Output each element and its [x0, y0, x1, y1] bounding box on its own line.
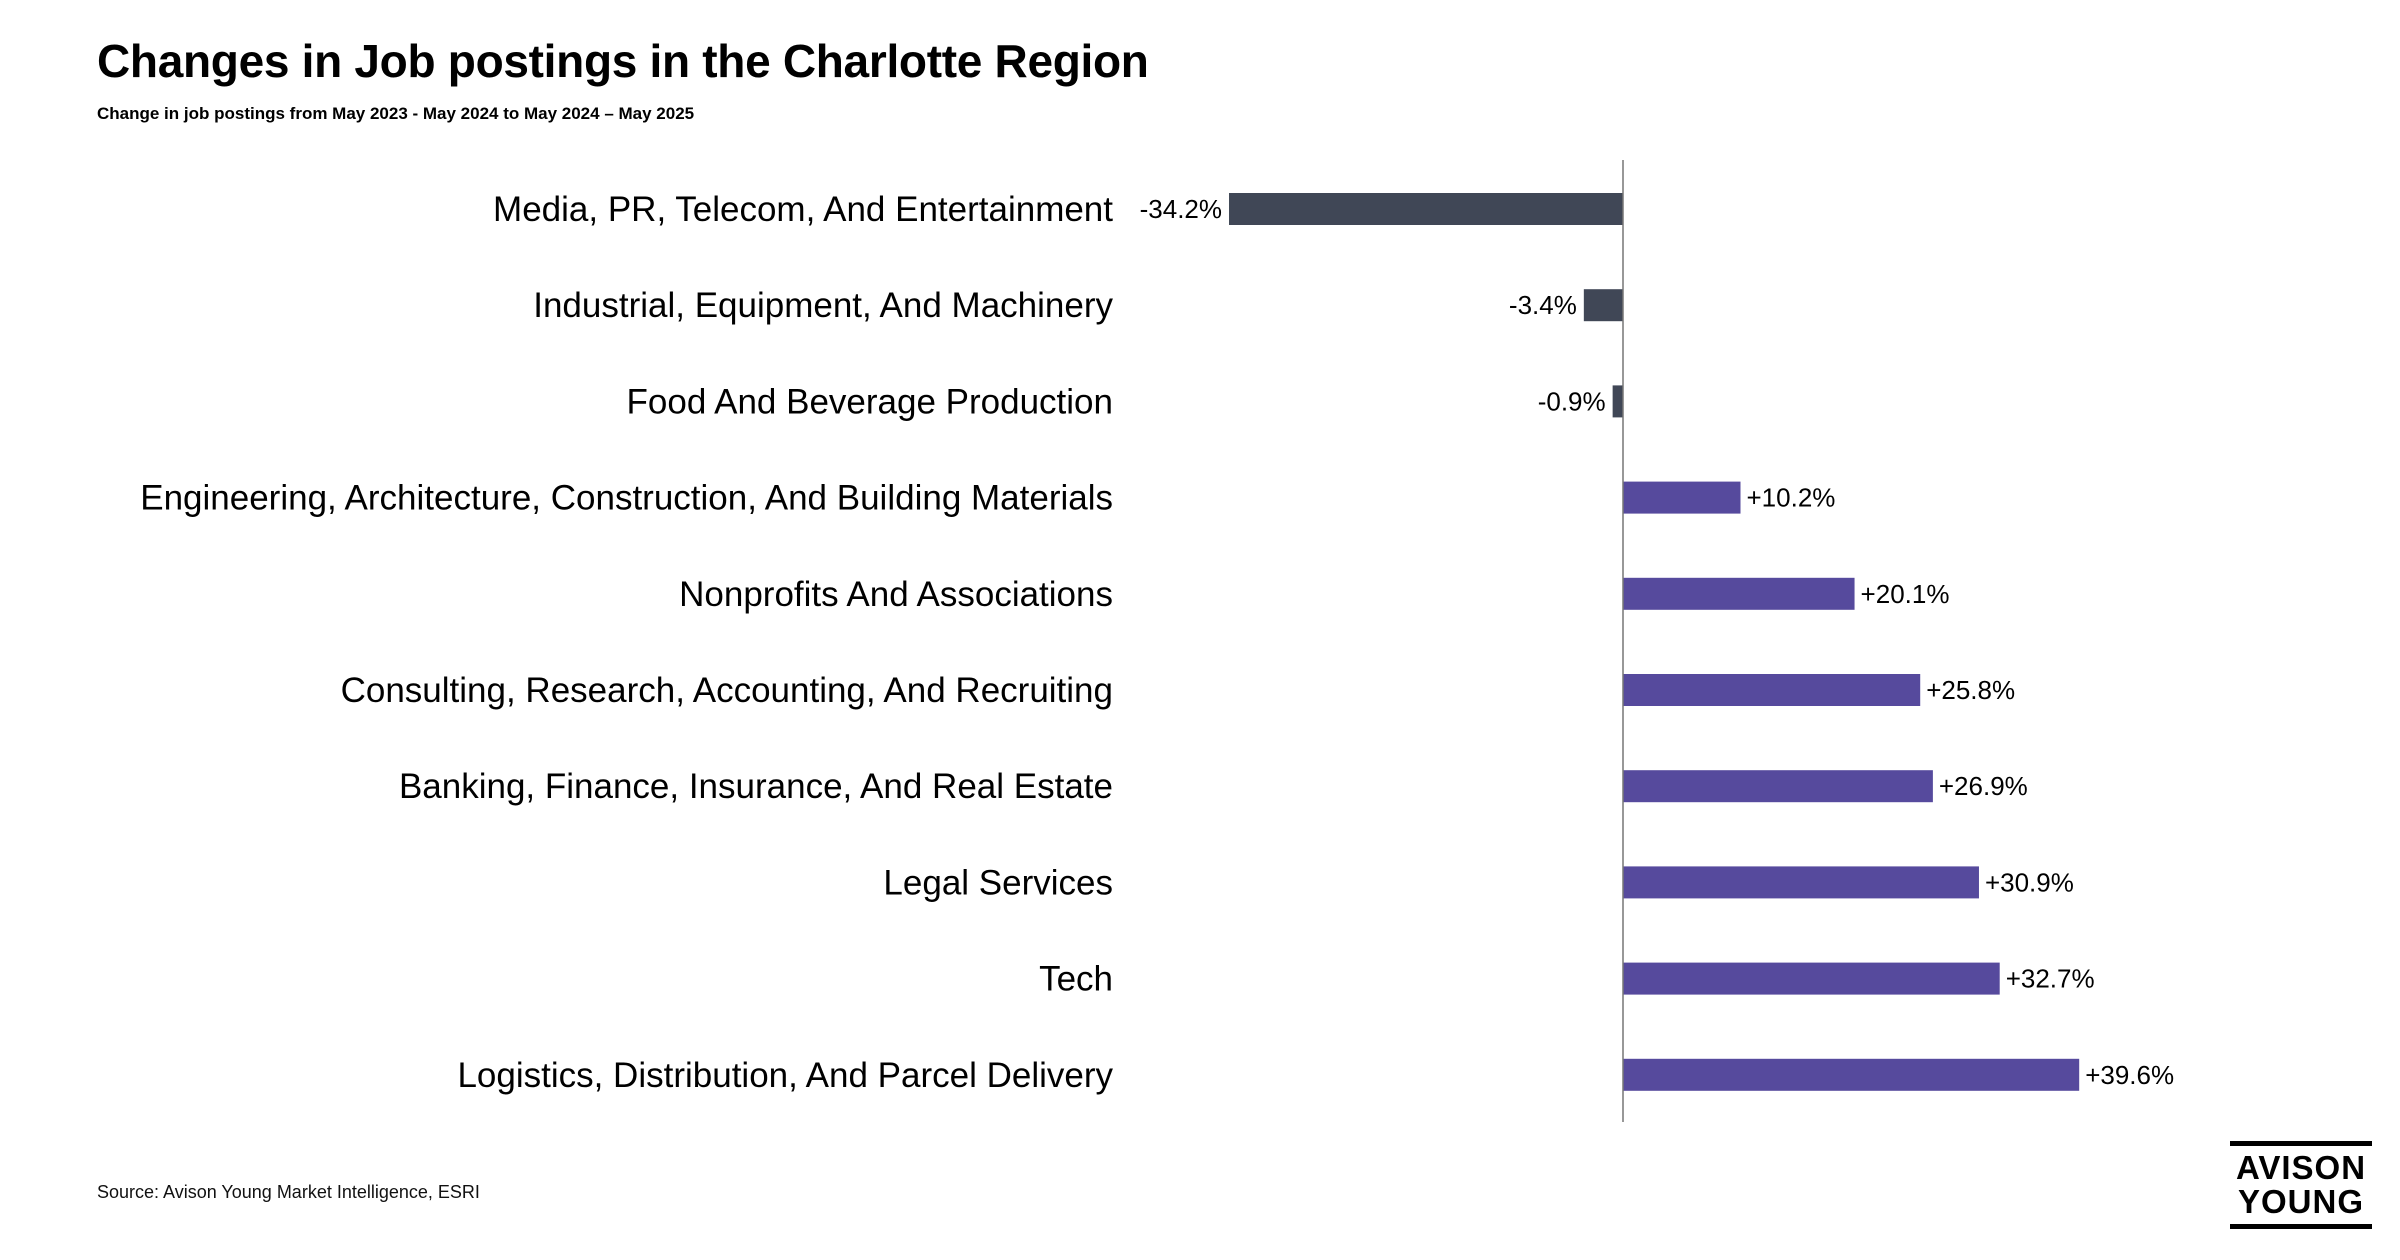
data-label: -0.9%: [1538, 386, 1606, 416]
category-label: Media, PR, Telecom, And Entertainment: [493, 190, 1113, 229]
chart-subtitle: Change in job postings from May 2023 - M…: [97, 104, 695, 123]
category-label: Food And Beverage Production: [627, 382, 1113, 421]
data-label: +20.1%: [1861, 579, 1950, 609]
data-label: +32.7%: [2006, 964, 2095, 994]
logo-line-1: AVISON: [2235, 1149, 2367, 1186]
bar: [1623, 962, 2000, 995]
category-label: Industrial, Equipment, And Machinery: [533, 286, 1113, 325]
data-label: +39.6%: [2085, 1060, 2174, 1090]
data-label: +26.9%: [1939, 771, 2028, 801]
bar: [1623, 770, 1933, 803]
bar: [1623, 866, 1979, 899]
chart-title: Changes in Job postings in the Charlotte…: [97, 35, 1149, 87]
bar: [1623, 577, 1855, 610]
category-label: Engineering, Architecture, Construction,…: [140, 479, 1113, 518]
bar: [1229, 193, 1623, 225]
category-label: Logistics, Distribution, And Parcel Deli…: [457, 1056, 1113, 1095]
data-label: +30.9%: [1985, 867, 2074, 897]
bar: [1623, 481, 1741, 514]
data-label: +25.8%: [1926, 675, 2015, 705]
source-note: Source: Avison Young Market Intelligence…: [97, 1182, 480, 1202]
bar: [1623, 674, 1921, 706]
bar: [1623, 1058, 2080, 1091]
data-label: +10.2%: [1747, 483, 1836, 513]
avison-young-logo: AVISON YOUNG: [2230, 1141, 2372, 1229]
category-label: Tech: [1039, 960, 1113, 999]
category-label: Nonprofits And Associations: [679, 575, 1113, 614]
bar: [1583, 289, 1623, 322]
category-label: Banking, Finance, Insurance, And Real Es…: [399, 767, 1113, 806]
category-label: Legal Services: [883, 863, 1113, 902]
data-label: -3.4%: [1509, 290, 1577, 320]
category-label: Consulting, Research, Accounting, And Re…: [341, 671, 1113, 710]
logo-line-2: YOUNG: [2237, 1183, 2364, 1220]
data-label: -34.2%: [1140, 194, 1222, 224]
bar: [1612, 385, 1623, 418]
